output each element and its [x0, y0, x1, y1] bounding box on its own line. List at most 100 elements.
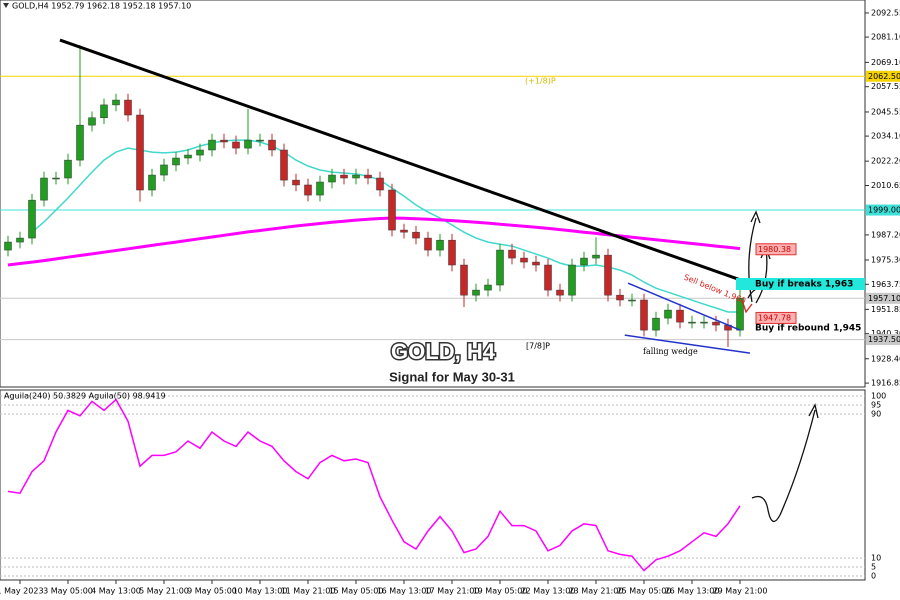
moving-average — [31, 139, 740, 313]
candle-body — [484, 284, 492, 291]
x-tick-label: 5 May 21:00 — [139, 587, 189, 596]
candle-body — [340, 174, 348, 179]
x-tick-label: 3 May 05:00 — [43, 587, 93, 596]
candle-body — [556, 289, 564, 296]
trendline — [59, 38, 756, 287]
marks: 2092.55 2081.10 2069.10 2057.55 2045.55 2034.… — [0, 8, 900, 596]
level-label: 1957.10 — [868, 294, 900, 303]
level-box — [866, 334, 900, 346]
y-tick-label: 100 — [871, 392, 886, 401]
candle-body — [364, 174, 372, 179]
candle-body — [184, 154, 192, 159]
candle-body — [592, 254, 600, 259]
level-note: [7/8]P — [526, 342, 550, 351]
candle-body — [4, 241, 12, 251]
candle-body — [580, 257, 588, 266]
candle-body — [448, 239, 456, 266]
candle-body — [616, 294, 624, 301]
y-tick-label: 2010.65 — [871, 181, 900, 190]
x-tick-label: 22 May 13:00 — [521, 587, 576, 596]
level-label: 1999.00 — [868, 206, 900, 215]
candle-body — [124, 99, 132, 116]
level-box — [755, 311, 797, 324]
candle-body — [148, 174, 156, 191]
candle-body — [520, 257, 528, 263]
y-tick-label: 2057.55 — [871, 82, 900, 91]
buy-note: Buy if rebound 1,945 — [755, 324, 861, 334]
candle-body — [640, 299, 648, 331]
buy-note: Buy if breaks 1,963 — [755, 280, 853, 290]
y-tick-label: 5 — [871, 563, 876, 572]
x-tick-label: 29 May 21:00 — [713, 587, 768, 596]
level-note: (+1/8)P — [525, 77, 556, 86]
candle-body — [388, 189, 396, 231]
chart-subtitle: Signal for May 30-31 — [389, 369, 515, 384]
candle-body — [652, 317, 660, 331]
candle-body — [688, 321, 696, 324]
candle-body — [604, 254, 612, 296]
trendline — [624, 334, 751, 354]
y-tick-label: 1963.75 — [871, 280, 900, 289]
candle-body — [472, 289, 480, 296]
candle-body — [268, 139, 276, 151]
buy-box — [736, 278, 865, 290]
candle-body — [424, 237, 432, 251]
level-label: 1980.38 — [758, 245, 791, 254]
levels: 2062.50 1999.00 1980.38 1957.10 1947.78 1937.… — [755, 70, 900, 346]
candle-body — [352, 174, 360, 179]
y-tick-label: 2092.55 — [871, 8, 900, 17]
candle-body — [376, 177, 384, 191]
level-label: 1947.78 — [758, 313, 791, 322]
candle-body — [16, 237, 24, 243]
candle-body — [52, 177, 60, 180]
x-tick-label: 25 May 05:00 — [617, 587, 672, 596]
y-tick-label: 2081.10 — [871, 33, 900, 42]
y-tick-label: 2045.55 — [871, 107, 900, 116]
indicator-header: Aguila(240) 50.3829 Aguila(50) 98.9419 — [4, 392, 166, 401]
y-tick-label: 95 — [871, 401, 881, 410]
candle-body — [232, 141, 240, 149]
candle-body — [160, 164, 168, 176]
x-tick-label: 17 May 21:00 — [425, 587, 480, 596]
sell-arrow — [741, 299, 753, 314]
pattern-note: falling wedge — [643, 347, 698, 356]
candle-body — [292, 179, 300, 186]
candle-body — [328, 174, 336, 183]
y-tick-label: 1940.30 — [871, 329, 900, 338]
oscillator-line — [7, 398, 741, 572]
candle-body — [628, 299, 636, 302]
candle-body — [256, 139, 264, 142]
candle-body — [460, 264, 468, 296]
level-box — [755, 243, 797, 256]
candle-body — [136, 114, 144, 191]
y-tick-label: 1928.40 — [871, 354, 900, 363]
x-tick-label: 19 May 05:00 — [473, 587, 528, 596]
arrow-head — [808, 403, 819, 419]
candle-body — [304, 184, 312, 196]
level-box — [866, 292, 900, 304]
candle-body — [532, 261, 540, 266]
candle-body — [496, 249, 504, 286]
level-label: 1937.50 — [868, 335, 900, 344]
candle-body — [676, 309, 684, 323]
candle-body — [100, 104, 108, 119]
y-tick-label: 2034.10 — [871, 132, 900, 141]
x-tick-label: 1 May 2023 — [0, 587, 44, 596]
y-tick-label: 0 — [871, 572, 876, 581]
candle-body — [568, 264, 576, 296]
x-tick-label: 10 May 13:00 — [233, 587, 288, 596]
level-box — [866, 70, 900, 82]
background — [0, 0, 866, 581]
y-tick-label: 1987.20 — [871, 230, 900, 239]
x-tick-label: 4 May 13:00 — [91, 587, 141, 596]
projection-arrow — [751, 409, 816, 522]
price-panel — [0, 0, 866, 388]
candle-body — [244, 139, 252, 149]
candle-body — [544, 264, 552, 291]
candle-body — [220, 139, 228, 143]
candle-body — [664, 309, 672, 319]
candle-body — [172, 157, 180, 166]
candle-body — [316, 181, 324, 196]
arrow-head — [750, 210, 761, 224]
